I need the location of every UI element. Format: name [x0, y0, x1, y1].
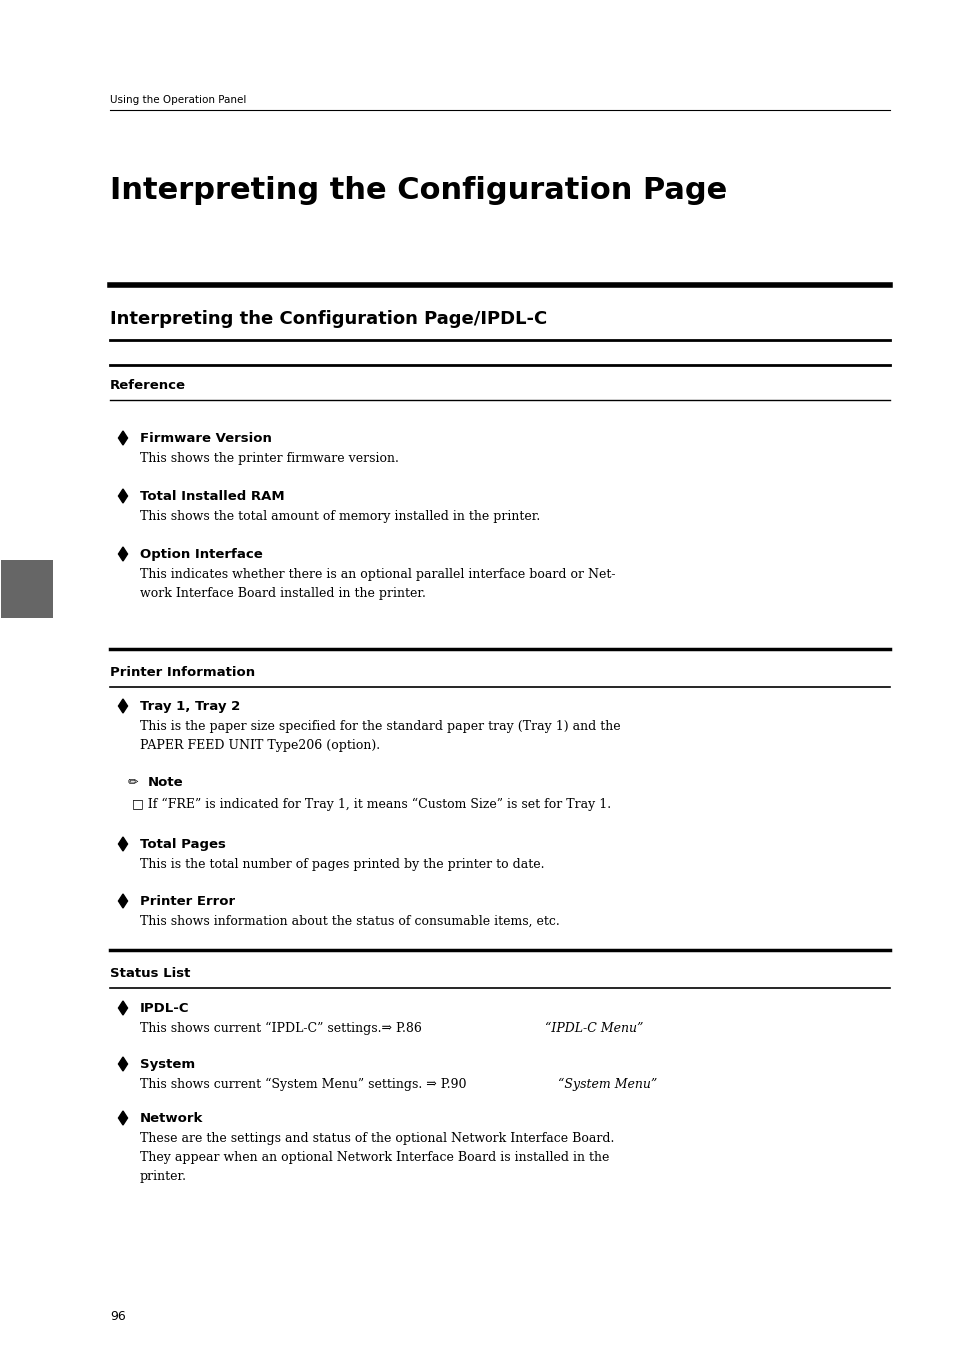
Text: This indicates whether there is an optional parallel interface board or Net-: This indicates whether there is an optio…	[140, 567, 615, 581]
Text: “IPDL-C Menu”: “IPDL-C Menu”	[544, 1021, 642, 1035]
Text: Interpreting the Configuration Page: Interpreting the Configuration Page	[110, 176, 726, 205]
Text: Status List: Status List	[110, 967, 191, 979]
Text: 96: 96	[110, 1310, 126, 1323]
Text: Note: Note	[148, 775, 183, 789]
Text: IPDL-C: IPDL-C	[140, 1002, 190, 1015]
Polygon shape	[118, 1056, 128, 1071]
Text: ✏: ✏	[128, 775, 138, 789]
Text: Total Pages: Total Pages	[140, 838, 226, 851]
Text: Interpreting the Configuration Page/IPDL-C: Interpreting the Configuration Page/IPDL…	[110, 309, 547, 328]
Polygon shape	[118, 698, 128, 713]
Text: This shows the printer firmware version.: This shows the printer firmware version.	[140, 453, 398, 465]
Text: These are the settings and status of the optional Network Interface Board.: These are the settings and status of the…	[140, 1132, 614, 1146]
Text: “System Menu”: “System Menu”	[558, 1078, 657, 1092]
Text: □ If “FRE” is indicated for Tray 1, it means “Custom Size” is set for Tray 1.: □ If “FRE” is indicated for Tray 1, it m…	[132, 798, 611, 811]
Text: Total Installed RAM: Total Installed RAM	[140, 490, 284, 503]
Polygon shape	[118, 1001, 128, 1015]
Text: Reference: Reference	[110, 380, 186, 392]
FancyBboxPatch shape	[1, 561, 53, 617]
Text: 5: 5	[20, 580, 33, 598]
Text: Option Interface: Option Interface	[140, 549, 262, 561]
Text: Network: Network	[140, 1112, 203, 1125]
Text: printer.: printer.	[140, 1170, 187, 1183]
Text: Firmware Version: Firmware Version	[140, 432, 272, 444]
Text: This shows the total amount of memory installed in the printer.: This shows the total amount of memory in…	[140, 509, 539, 523]
Text: This shows current “IPDL-C” settings.⇒ P.86: This shows current “IPDL-C” settings.⇒ P…	[140, 1021, 425, 1035]
Text: System: System	[140, 1058, 195, 1071]
Polygon shape	[118, 431, 128, 444]
Polygon shape	[118, 894, 128, 908]
Text: PAPER FEED UNIT Type206 (option).: PAPER FEED UNIT Type206 (option).	[140, 739, 379, 753]
Text: Tray 1, Tray 2: Tray 1, Tray 2	[140, 700, 240, 713]
Polygon shape	[118, 838, 128, 851]
Text: This shows information about the status of consumable items, etc.: This shows information about the status …	[140, 915, 559, 928]
Text: Printer Information: Printer Information	[110, 666, 254, 680]
Polygon shape	[118, 489, 128, 503]
Text: Using the Operation Panel: Using the Operation Panel	[110, 95, 246, 105]
Text: work Interface Board installed in the printer.: work Interface Board installed in the pr…	[140, 586, 425, 600]
Text: They appear when an optional Network Interface Board is installed in the: They appear when an optional Network Int…	[140, 1151, 609, 1165]
Text: This shows current “System Menu” settings. ⇒ P.90: This shows current “System Menu” setting…	[140, 1078, 470, 1092]
Text: This is the total number of pages printed by the printer to date.: This is the total number of pages printe…	[140, 858, 544, 871]
Text: Printer Error: Printer Error	[140, 894, 234, 908]
Polygon shape	[118, 547, 128, 561]
Text: This is the paper size specified for the standard paper tray (Tray 1) and the: This is the paper size specified for the…	[140, 720, 620, 734]
Polygon shape	[118, 1111, 128, 1125]
